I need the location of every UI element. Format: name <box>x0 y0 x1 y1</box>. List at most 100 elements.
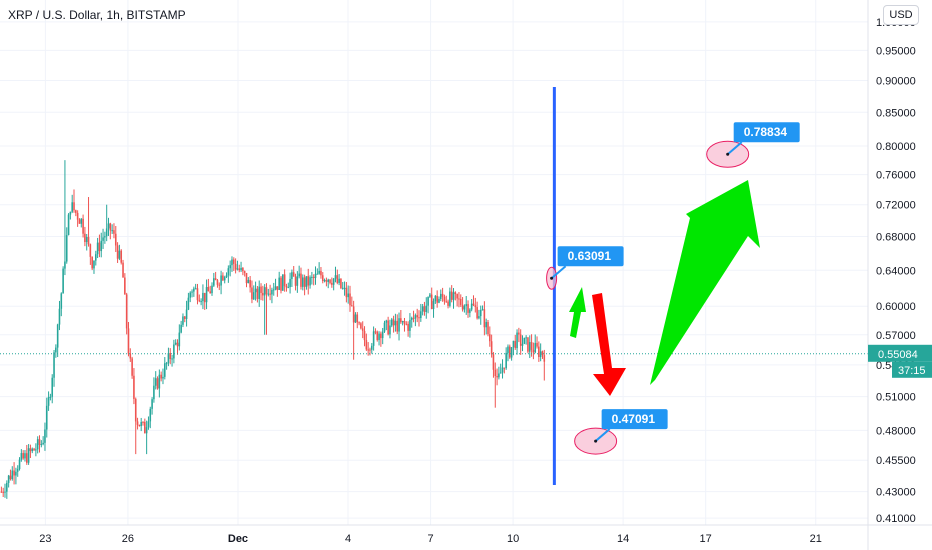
candle-body <box>149 408 152 422</box>
candle-body <box>363 330 366 341</box>
price-tick-label: 0.95000 <box>876 45 916 57</box>
candle-body <box>489 334 491 342</box>
candle-body <box>185 309 188 319</box>
candle-body <box>454 292 457 295</box>
candle-body <box>345 287 348 298</box>
candle-body <box>376 331 379 340</box>
candle-body <box>198 300 201 302</box>
candle-body <box>425 305 428 312</box>
candle-body <box>262 292 264 296</box>
candle-body <box>203 292 206 303</box>
candle-body <box>93 260 95 269</box>
candle-body <box>78 219 81 224</box>
candle-body <box>494 369 497 377</box>
price-tick-label: 0.90000 <box>876 75 916 87</box>
candle-body <box>341 287 344 289</box>
candle-body <box>505 352 507 369</box>
candle-body <box>429 294 431 297</box>
candle-body <box>162 376 164 379</box>
candle-body <box>58 308 61 325</box>
candle-body <box>492 354 495 370</box>
chart-grid <box>0 0 868 525</box>
big-up-arrow <box>650 180 760 385</box>
candle-body <box>527 337 529 352</box>
candle-body <box>254 288 257 293</box>
candle-body <box>18 459 21 470</box>
candle-body <box>167 353 170 364</box>
candle-body <box>11 470 14 480</box>
candle-body <box>29 448 32 452</box>
candle-body <box>125 294 128 329</box>
candle-body <box>129 353 132 359</box>
time-tick-label: 7 <box>427 533 433 545</box>
candle-body <box>450 291 453 300</box>
callout-dot <box>550 276 554 280</box>
candle-body <box>352 306 355 323</box>
price-annotations: 0.63091 0.47091 0.78834 <box>546 122 800 455</box>
candle-body <box>144 422 146 434</box>
down-arrow <box>592 293 626 396</box>
candle-body <box>389 325 391 335</box>
candle-body <box>283 274 286 287</box>
time-tick-label: Dec <box>228 533 248 545</box>
candle-body <box>412 317 415 319</box>
current-price-label-bg <box>868 344 932 362</box>
candle-body <box>94 254 97 261</box>
candle-body <box>452 292 455 300</box>
candle-body <box>438 298 440 303</box>
candle-body <box>31 448 34 452</box>
chart-title: XRP / U.S. Dollar, 1h, BITSTAMP <box>8 8 186 22</box>
candle-body <box>512 340 515 348</box>
candle-body <box>292 272 295 277</box>
candle-body <box>534 342 537 353</box>
currency-button[interactable]: USD <box>883 5 919 25</box>
callout-label: 0.63091 <box>568 249 612 263</box>
time-axis: 23 26 Dec 4 7 10 14 17 21 <box>39 533 822 545</box>
candle-body <box>456 294 458 299</box>
candle-body <box>16 469 19 472</box>
candle-body <box>282 274 284 291</box>
candle-body <box>291 272 293 279</box>
candle-body <box>538 346 540 358</box>
candle-body <box>272 289 275 291</box>
candle-body <box>24 453 26 459</box>
candle-body <box>463 306 466 310</box>
candle-body <box>472 303 475 306</box>
candle-body <box>519 334 522 346</box>
candle-body <box>187 297 190 310</box>
candle-body <box>432 301 435 310</box>
candle-body <box>98 242 101 252</box>
callout-box <box>557 246 624 267</box>
candle-body <box>294 276 297 286</box>
candle-body <box>372 331 375 346</box>
candle-body <box>474 305 477 308</box>
time-tick-label: 26 <box>122 533 134 545</box>
candle-body <box>249 279 251 288</box>
candle-body <box>165 363 168 365</box>
candle-body <box>229 265 231 269</box>
candle-body <box>434 295 437 302</box>
candle-body <box>223 277 226 281</box>
candle-body <box>202 292 204 302</box>
candle-body <box>336 275 339 283</box>
candle-body <box>387 320 389 335</box>
candle-body <box>194 288 197 290</box>
candle-body <box>439 293 442 299</box>
candle-body <box>329 279 331 283</box>
candle-body <box>96 242 99 255</box>
candle-body <box>365 340 368 350</box>
candle-body <box>0 491 3 493</box>
candle-body <box>523 337 526 344</box>
candle-body <box>216 280 219 285</box>
time-tick-label: 17 <box>700 533 712 545</box>
candle-body <box>114 233 117 246</box>
candle-body <box>427 296 429 306</box>
price-tick-label: 0.72000 <box>876 200 916 212</box>
time-tick-label: 4 <box>345 533 351 545</box>
candle-body <box>158 374 161 389</box>
candle-body <box>138 424 141 427</box>
price-tick-label: 0.51000 <box>876 392 916 404</box>
candle-body <box>220 275 222 286</box>
candle-body <box>318 270 320 274</box>
